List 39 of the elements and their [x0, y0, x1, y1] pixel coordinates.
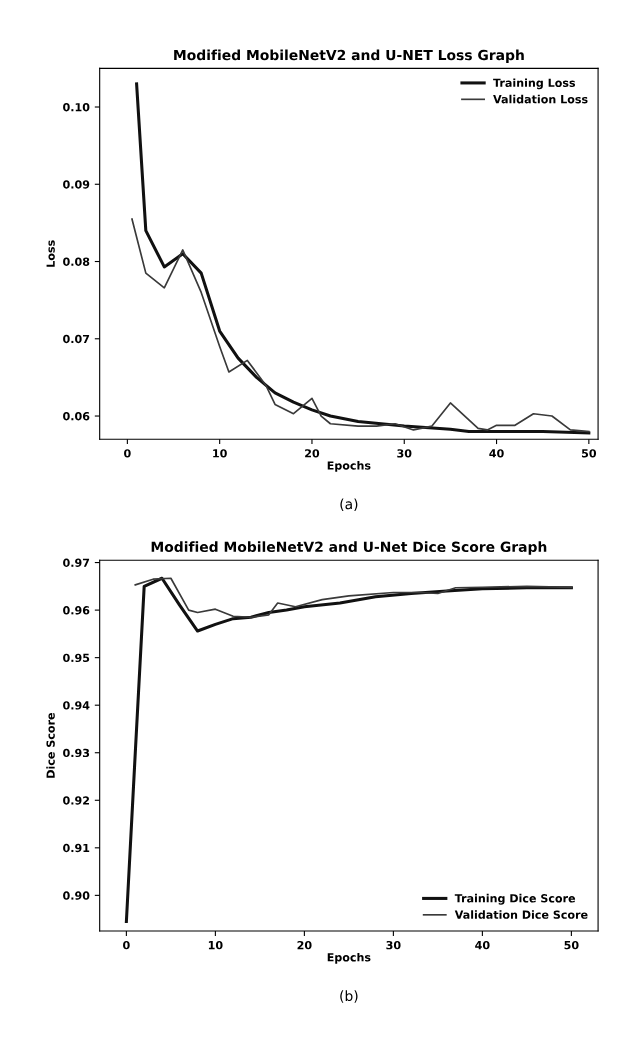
x-tick-label: 40	[475, 940, 490, 950]
y-tick-label: 0.93	[63, 748, 90, 758]
x-tick-label: 50	[581, 449, 597, 458]
x-tick-label: 50	[564, 940, 579, 950]
y-tick-label: 0.10	[63, 102, 90, 112]
text: (b)	[340, 990, 358, 1003]
x-tick-label: 0	[123, 940, 130, 950]
x-tick-label: 0	[124, 449, 131, 458]
y-tick-label: 0.07	[63, 334, 90, 344]
y-tick-label: 0.92	[63, 796, 89, 805]
legend-label: Validation Dice Score	[454, 910, 588, 919]
x-tick-label: 10	[208, 940, 223, 950]
y-tick-label: 0.94	[63, 701, 90, 710]
text: (a)	[340, 498, 358, 511]
legend-label: Training Dice Score	[454, 893, 576, 905]
x-axis-title: Epochs	[327, 461, 371, 472]
legend-label: Validation Loss	[493, 94, 588, 104]
y-tick-label: 0.90	[63, 891, 90, 900]
y-axis-title: Loss	[46, 240, 55, 267]
x-tick-label: 10	[213, 449, 227, 458]
y-tick-label: 0.09	[63, 180, 90, 189]
chart-title: Modified MobileNetV2 and U-Net Dice Score Graph	[151, 541, 547, 555]
y-axis-title: Dice Score	[46, 713, 55, 778]
y-tick-label: 0.95	[63, 653, 90, 663]
y-tick-label: 0.91	[63, 843, 90, 853]
x-tick-label: 40	[489, 449, 504, 458]
line-series	[131, 218, 590, 433]
line-series	[134, 577, 573, 619]
y-tick-label: 0.06	[63, 412, 90, 421]
x-tick-label: 20	[305, 449, 320, 458]
x-axis-title: Epochs	[327, 952, 371, 964]
chart-title: Modified MobileNetV2 and U-NET Loss Graph	[174, 49, 524, 63]
x-tick-label: 20	[297, 940, 312, 950]
y-tick-label: 0.97	[63, 558, 90, 567]
legend-label: Training Loss	[493, 78, 576, 90]
y-tick-label: 0.08	[63, 257, 90, 266]
y-tick-label: 0.96	[63, 606, 90, 615]
x-tick-label: 30	[386, 940, 401, 950]
x-tick-label: 30	[397, 449, 412, 458]
